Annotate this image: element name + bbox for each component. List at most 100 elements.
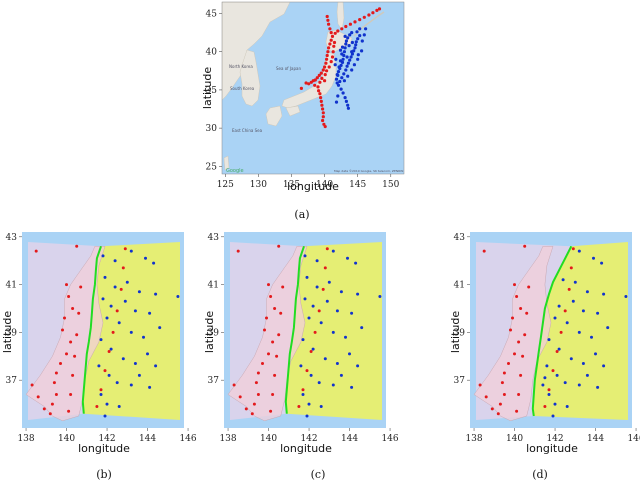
red-point (321, 111, 325, 115)
x-tick-label: 142 (300, 434, 317, 444)
blue-point (133, 362, 137, 365)
blue-point (105, 316, 109, 320)
blue-point (346, 74, 350, 78)
panel-c-ticks: 138 140 142 144 146 37 39 41 43 (208, 233, 399, 444)
blue-point (333, 63, 337, 67)
panel-a: North Korea South Korea Sea of Japan Eas… (201, 1, 405, 221)
red-point (527, 285, 531, 289)
blue-point (346, 106, 350, 110)
blue-point (319, 405, 323, 408)
blue-point (600, 261, 604, 265)
red-point (371, 11, 375, 15)
blue-point (315, 259, 319, 263)
panel-a-ylabel: latitude (201, 67, 214, 109)
y-tick-label: 41 (208, 281, 219, 291)
red-point (42, 407, 46, 411)
blue-point (350, 385, 354, 389)
blue-point (336, 70, 341, 74)
red-point (511, 316, 514, 320)
red-point (244, 407, 248, 411)
blue-point (346, 36, 350, 40)
blue-point (334, 100, 339, 104)
red-point (523, 244, 527, 248)
blue-point (360, 49, 364, 53)
red-point (555, 350, 559, 353)
blue-point (577, 330, 581, 334)
red-point (519, 307, 523, 310)
panel-b-ticks: 138 140 142 144 146 37 39 41 43 (6, 233, 197, 444)
blue-point (360, 326, 364, 330)
red-point (297, 405, 301, 408)
blue-point (342, 50, 346, 54)
blue-point (547, 393, 551, 396)
blue-point (555, 373, 559, 377)
red-point (498, 402, 502, 406)
y-tick-label: 30 (206, 124, 218, 134)
red-point (316, 85, 320, 89)
red-point (325, 57, 329, 61)
blue-point (338, 48, 343, 52)
red-point (331, 50, 335, 54)
blue-point (348, 352, 351, 356)
blue-point (101, 297, 105, 301)
blue-point (103, 414, 107, 418)
red-point (318, 80, 322, 84)
blue-point (606, 326, 610, 330)
red-point (517, 393, 521, 396)
blue-point (305, 414, 309, 418)
red-point (65, 352, 68, 356)
red-point (275, 354, 279, 358)
red-point (515, 295, 519, 298)
blue-point (142, 335, 145, 339)
blue-point (117, 321, 121, 325)
blue-point (340, 76, 344, 80)
blue-point (340, 52, 344, 56)
panel-c-xlabel: longitude (280, 442, 332, 455)
blue-point (346, 61, 350, 65)
red-point (323, 73, 327, 77)
red-point (325, 247, 329, 251)
blue-point (334, 57, 338, 61)
panel-d-points (478, 244, 628, 418)
x-tick-label: 140 (58, 434, 75, 444)
red-point (269, 295, 273, 298)
blue-point (360, 39, 364, 43)
red-point (273, 373, 277, 377)
red-point (325, 69, 329, 73)
red-point (321, 287, 325, 291)
x-tick-label: 144 (139, 434, 156, 444)
blue-point (349, 55, 353, 59)
blue-point (354, 40, 358, 44)
blue-point (137, 290, 141, 294)
blue-point (148, 311, 152, 315)
google-logo: Google (226, 168, 244, 174)
red-point (103, 369, 107, 373)
blue-point (335, 309, 339, 313)
blue-point (577, 383, 581, 387)
red-point (329, 30, 333, 35)
red-point (348, 22, 352, 26)
blue-point (303, 297, 307, 301)
blue-point (569, 357, 573, 361)
red-point (324, 61, 328, 65)
x-tick-label: 135 (283, 180, 300, 190)
map-label-north-korea: North Korea (229, 64, 253, 69)
red-point (329, 38, 333, 42)
red-point (559, 330, 563, 334)
blue-point (596, 385, 600, 389)
blue-point (99, 393, 103, 396)
red-point (490, 407, 494, 411)
y-tick-label: 37 (208, 376, 220, 386)
red-point (358, 18, 362, 22)
red-point (320, 103, 324, 107)
blue-point (101, 254, 105, 258)
red-point (61, 328, 64, 332)
blue-point (557, 347, 561, 351)
shikoku-landmass (285, 105, 301, 117)
red-point (323, 79, 327, 83)
blue-point (353, 46, 357, 50)
red-point (301, 388, 305, 392)
red-point (48, 412, 52, 416)
blue-point (585, 373, 589, 377)
red-point (63, 316, 66, 320)
